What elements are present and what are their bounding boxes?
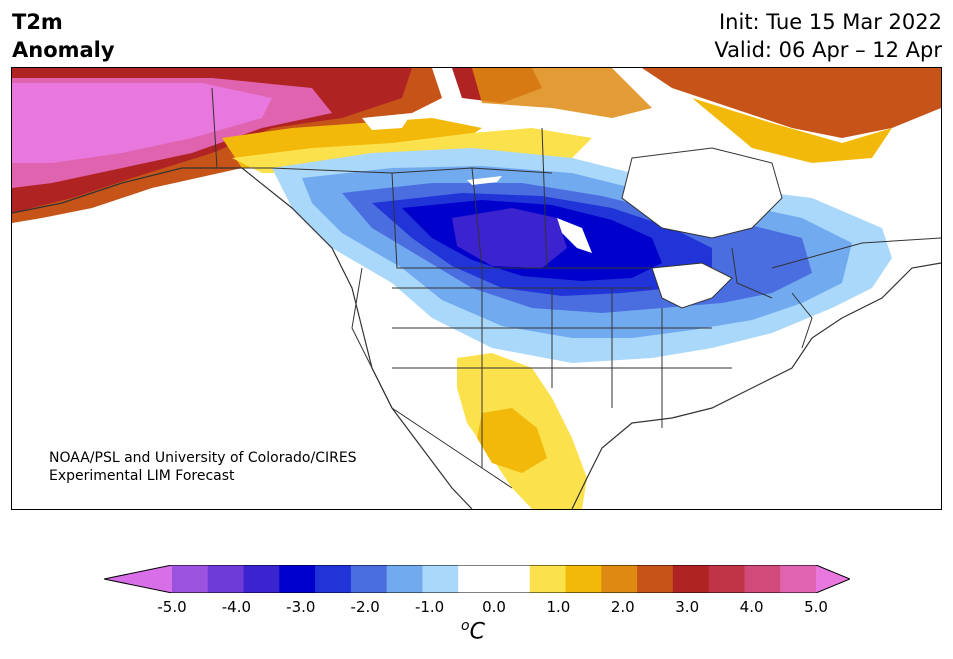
colorbar-tick-label: 0.0 (482, 598, 506, 616)
lake-hole-3 (467, 176, 502, 185)
colorbar-segment (565, 565, 602, 593)
colorbar-segment (315, 565, 352, 593)
colorbar-extend-high (816, 565, 850, 593)
colorbar-extend-low (104, 565, 172, 593)
lake-hole (557, 218, 592, 253)
colorbar-segment (386, 565, 423, 593)
unit-celsius: C (469, 619, 485, 645)
alaska-pink-region (12, 83, 272, 163)
forecast-dates: Init: Tue 15 Mar 2022 Valid: 06 Apr – 12… (714, 8, 942, 64)
map-canvas (12, 68, 941, 509)
colorbar-segment (422, 565, 459, 593)
colorbar-segment (672, 565, 710, 593)
title-variable: T2m (12, 10, 63, 34)
colorbar-segment (243, 565, 280, 593)
lake-hole-2 (362, 113, 412, 130)
credit-line1: NOAA/PSL and University of Colorado/CIRE… (49, 450, 357, 466)
colorbar-segment (529, 565, 567, 593)
valid-date: Valid: 06 Apr – 12 Apr (714, 38, 942, 62)
colorbar-tick-label: 2.0 (610, 598, 635, 616)
init-date: Init: Tue 15 Mar 2022 (718, 10, 942, 34)
colorbar-tick-label: 3.0 (675, 598, 700, 616)
colorbar (104, 565, 850, 593)
colorbar-tick-label: -5.0 (157, 598, 187, 616)
hudson-bay (621, 147, 783, 239)
colorbar-tick-label: 1.0 (546, 598, 571, 616)
colorbar-tick-label: 4.0 (739, 598, 764, 616)
colorbar-segment (207, 565, 245, 593)
colorbar-tick-label: -4.0 (221, 598, 252, 616)
southwest-orange-region (477, 408, 547, 473)
greenland-orange-region (642, 68, 941, 138)
colorbar-tick-label: -2.0 (350, 598, 380, 616)
colorbar-segment (744, 565, 781, 593)
colorbar-segment (494, 565, 531, 593)
colorbar-segment (780, 565, 817, 593)
map-title: T2m Anomaly (12, 8, 115, 64)
title-anomaly: Anomaly (12, 38, 115, 62)
colorbar-segment (637, 565, 674, 593)
greenland-yellow-region (692, 98, 892, 163)
coastlines (12, 167, 941, 509)
credit-line2: Experimental LIM Forecast (49, 468, 235, 484)
anomaly-map (11, 67, 942, 510)
political-borders (211, 87, 941, 489)
arctic-orange-region (412, 68, 652, 118)
colorbar-segment (601, 565, 638, 593)
colorbar-tick-label: -3.0 (286, 598, 316, 616)
colorbar-segment (172, 565, 209, 593)
colorbar-segment (708, 565, 745, 593)
colorbar-tick-label: 5.0 (804, 598, 828, 616)
great-lakes (651, 262, 733, 309)
colorbar-tick-label: -1.0 (414, 598, 445, 616)
colorbar-segment (279, 565, 316, 593)
unit-degree: o (461, 618, 470, 634)
colorbar-unit: oC (461, 618, 485, 644)
colorbar-segment (458, 565, 495, 593)
colorbar-segment (350, 565, 388, 593)
credit-text: NOAA/PSL and University of Colorado/CIRE… (49, 449, 357, 485)
